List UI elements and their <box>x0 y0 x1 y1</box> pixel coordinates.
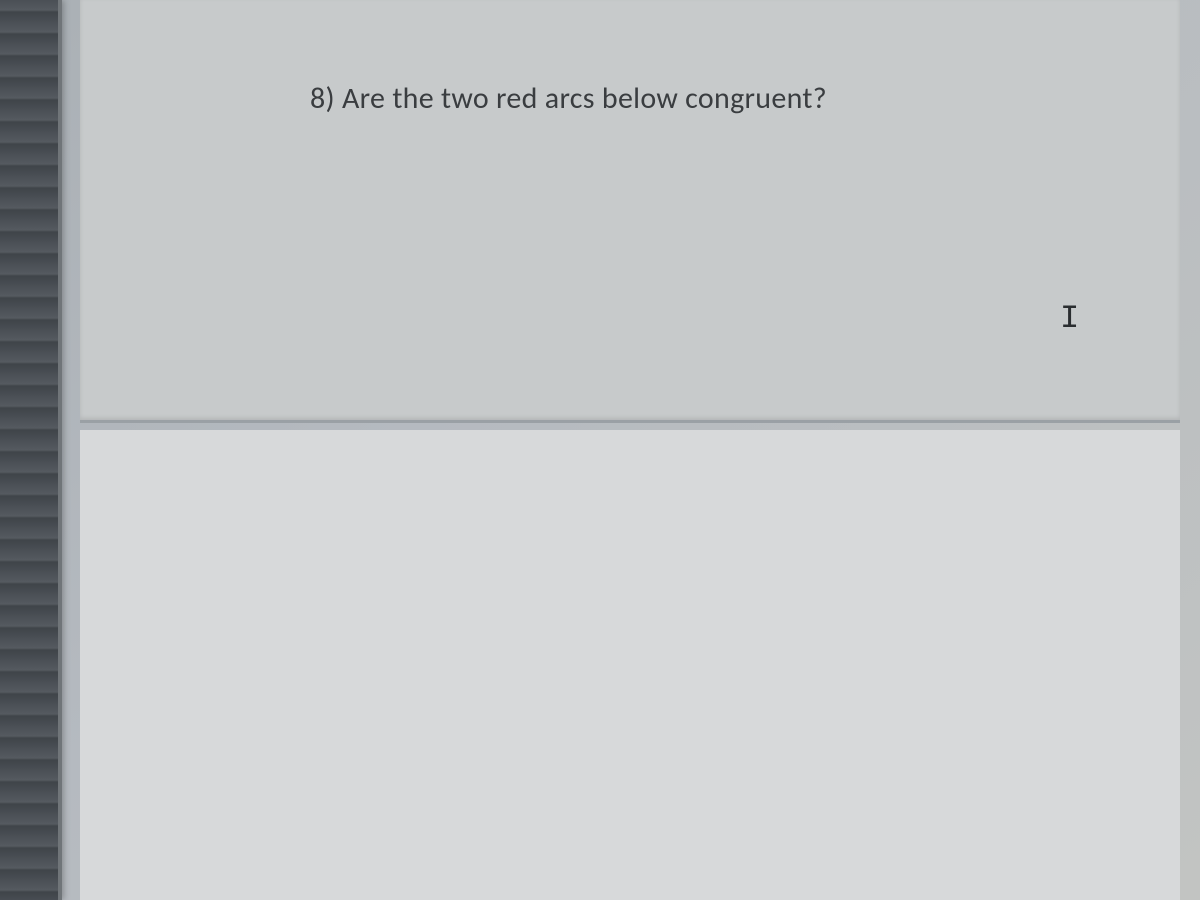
page-root: 8) Are the two red arcs below congruent?… <box>0 0 1200 900</box>
bottom-panel: M N 120° 5 P Q <box>80 430 1180 900</box>
top-panel: 8) Are the two red arcs below congruent?… <box>80 0 1180 423</box>
question-text: 8) Are the two red arcs below congruent? <box>310 80 827 117</box>
text-cursor: I <box>1060 300 1079 337</box>
notebook-spine <box>0 0 62 900</box>
